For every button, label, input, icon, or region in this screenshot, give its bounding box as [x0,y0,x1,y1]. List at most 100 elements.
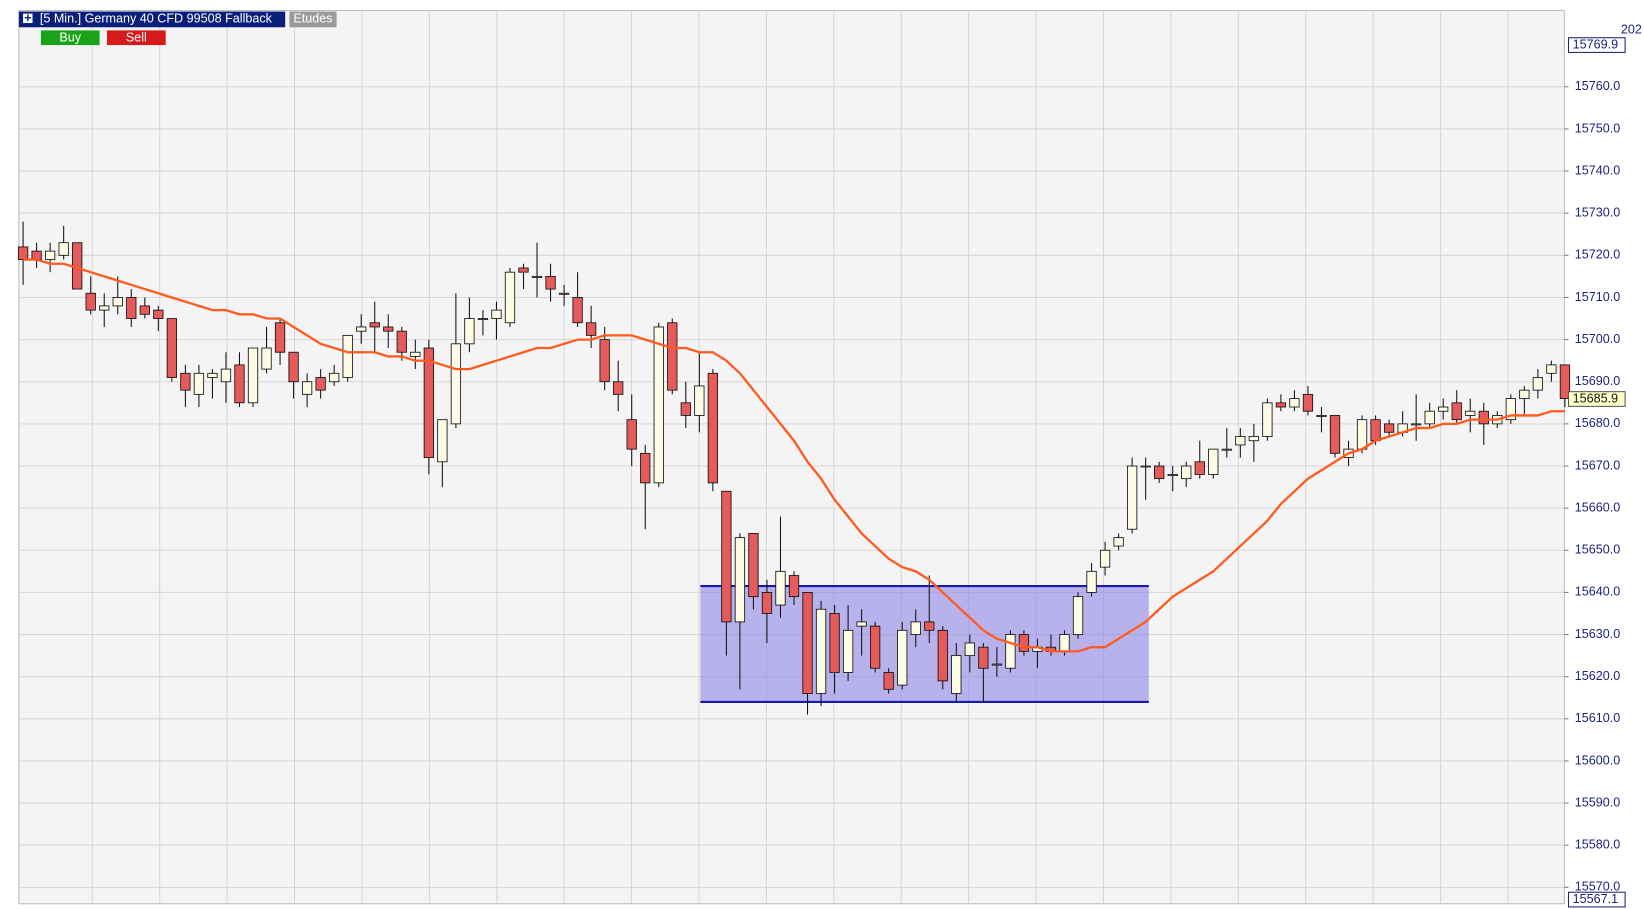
candle-body [518,267,529,273]
ylim-top-label-box [1567,37,1626,53]
candle-body [1546,364,1557,374]
candle-body [180,372,191,391]
candle-body [1465,410,1476,416]
candle-body [504,271,516,324]
candle-body [1262,402,1273,437]
candle-body [423,347,434,458]
candle-body [139,305,150,315]
candle-body [856,621,867,627]
candle-body [1235,436,1246,446]
candle-body [1478,410,1489,425]
moving-average [23,258,1565,653]
candle-body [220,368,232,383]
y-tick-label: 15580.0 [1575,838,1620,852]
candle-body [153,309,164,319]
candle-body [44,250,56,260]
candle-body [937,629,948,682]
candle-body [1316,415,1327,417]
candle-body [17,246,29,260]
etudes-label: Etudes [293,12,332,26]
candle-body [477,318,489,321]
y-tick-label: 15670.0 [1575,458,1620,472]
candle-body [31,250,42,260]
etudes-button[interactable] [289,11,337,28]
candle-body [842,629,854,673]
corner-text: 202 [1621,23,1642,37]
candle-body [1370,419,1381,442]
candle-body [653,326,664,484]
candle-body [1438,406,1449,412]
candle-body [680,402,691,416]
candle-body [1302,393,1314,412]
y-tick-label: 15620.0 [1575,669,1620,683]
candle-body [410,351,421,357]
buy-button[interactable] [40,30,100,46]
candle-body [247,347,259,404]
candle-body [112,297,123,307]
candle-body [545,275,556,290]
candle-body [315,377,326,391]
y-tick-label: 15600.0 [1575,753,1620,767]
candle-body [1208,448,1219,475]
y-tick-label: 15660.0 [1575,500,1620,514]
candle-body [734,537,746,623]
y-tick-label: 15640.0 [1575,585,1620,599]
y-tick-label: 15690.0 [1575,374,1620,388]
y-tick-label: 15610.0 [1575,711,1620,725]
candle-body [261,347,272,370]
candle-body [897,629,908,686]
candle-body [870,625,881,669]
y-tick-label: 15740.0 [1575,163,1620,177]
candle-body [883,672,894,690]
candle-body [193,372,205,395]
candle-body [1154,465,1165,480]
y-tick-label: 15720.0 [1575,248,1620,262]
candle-body [356,326,367,332]
y-tick-label: 15760.0 [1575,79,1620,93]
candle-body [964,642,975,657]
candle-body [667,322,678,391]
sell-button[interactable] [106,30,166,46]
candle-body [1194,461,1205,475]
candle-body [58,242,69,256]
candle-body [1356,419,1368,450]
last-price-box [1567,391,1626,407]
candle-body [1289,398,1300,408]
y-tick-label: 15750.0 [1575,121,1620,135]
ylim-top-label: 15769.9 [1573,37,1618,51]
candle-body [721,490,732,623]
candle-body [978,646,989,669]
title-bar [18,11,286,28]
sell-label: Sell [126,31,147,45]
last-price-label: 15685.9 [1573,391,1618,405]
candle-body [1532,377,1544,391]
candle-body [1086,570,1097,593]
candle-body [1424,410,1435,425]
candle-body [1167,474,1178,476]
candle-body [775,570,786,606]
candle-body [464,318,475,345]
candle-body [99,305,110,311]
candle-body [1099,549,1111,568]
candle-body [815,608,827,694]
candle-body [1072,596,1084,635]
y-tick-label: 15710.0 [1575,290,1620,304]
candle-body [301,381,313,395]
candle-body [329,372,340,383]
candle-body [1519,389,1530,400]
candle-body [599,339,610,383]
candle-body [450,343,462,425]
candle-body [924,621,935,631]
candle-body [694,385,705,416]
candle-body [1018,634,1030,652]
candle-body [707,372,718,484]
candle-body [613,381,624,395]
expand-icon[interactable] [23,13,33,24]
candle-body [585,322,597,336]
y-tick-label: 15700.0 [1575,332,1620,346]
candle-body [1140,465,1151,468]
candle-body [1383,423,1395,433]
candle-body [1559,364,1571,400]
candle-body [626,419,637,450]
